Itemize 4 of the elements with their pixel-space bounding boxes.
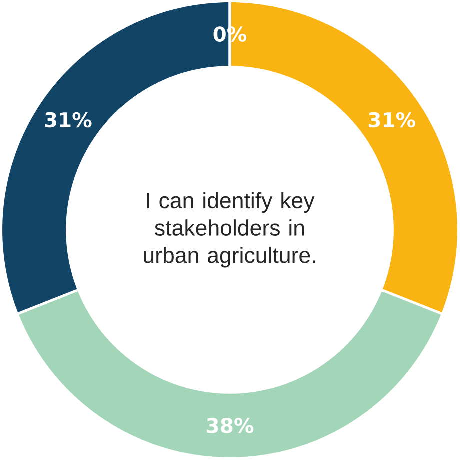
data-label: 31% xyxy=(368,112,416,128)
text: I can identify key stakeholders in urban agriculture. xyxy=(144,192,316,268)
data-label: 31% xyxy=(45,112,92,128)
data-label: 38% xyxy=(207,418,254,434)
